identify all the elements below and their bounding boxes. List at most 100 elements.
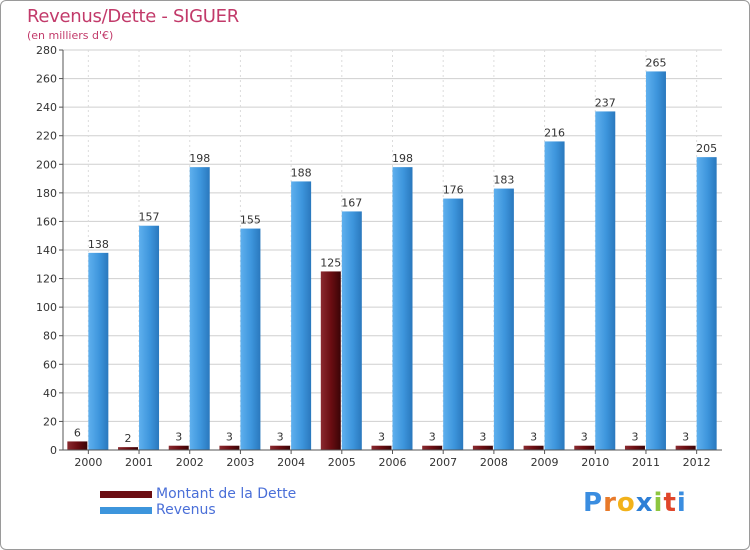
xtick-label-2010: 2010 (581, 456, 609, 469)
label-revenus-2003: 155 (240, 214, 261, 227)
chart-subtitle: (en milliers d'€) (27, 29, 114, 42)
ytick-label-80: 80 (43, 330, 57, 343)
label-revenus-2009: 216 (544, 126, 565, 139)
legend-swatch-debt (100, 490, 152, 498)
label-revenus-2011: 265 (645, 56, 666, 69)
label-revenus-2005: 167 (341, 196, 362, 209)
label-debt-2006: 3 (378, 431, 385, 444)
bar-revenus-2006 (392, 167, 413, 450)
bar-revenus-2004 (291, 181, 312, 450)
bars-layer (67, 71, 717, 451)
ytick-label-260: 260 (36, 73, 57, 86)
label-debt-2007: 3 (429, 431, 436, 444)
label-revenus-2006: 198 (392, 152, 413, 165)
bar-revenus-2008 (493, 188, 514, 451)
ytick-label-140: 140 (36, 244, 57, 257)
xtick-label-2006: 2006 (379, 456, 407, 469)
label-revenus-2000: 138 (88, 238, 109, 251)
xtick-label-2004: 2004 (277, 456, 305, 469)
xtick-label-2000: 2000 (74, 456, 102, 469)
xtick-label-2005: 2005 (328, 456, 356, 469)
xtick-label-2003: 2003 (226, 456, 254, 469)
bar-debt-2007 (422, 445, 443, 450)
legend-item-revenus: Revenus (100, 502, 296, 518)
logo-letter: P (583, 488, 604, 518)
label-debt-2005: 125 (320, 256, 341, 269)
bar-revenus-2009 (544, 141, 565, 450)
ytick-label-120: 120 (36, 273, 57, 286)
bar-revenus-2000 (88, 252, 109, 450)
xtick-label-2001: 2001 (125, 456, 153, 469)
bar-debt-2008 (472, 445, 493, 450)
bar-debt-2011 (624, 445, 645, 450)
logo-letter: i (653, 488, 664, 518)
label-debt-2004: 3 (277, 431, 284, 444)
xtick-label-2012: 2012 (683, 456, 711, 469)
ytick-label-100: 100 (36, 301, 57, 314)
xtick-label-2008: 2008 (480, 456, 508, 469)
label-revenus-2010: 237 (595, 96, 616, 109)
bar-debt-2010 (574, 445, 595, 450)
label-debt-2002: 3 (175, 431, 182, 444)
label-revenus-2002: 198 (189, 152, 210, 165)
xtick-label-2002: 2002 (176, 456, 204, 469)
label-revenus-2008: 183 (493, 174, 514, 187)
proxiti-logo: Proxiti (583, 488, 687, 518)
legend: Montant de la Dette Revenus (100, 486, 296, 518)
bar-revenus-2007 (443, 198, 464, 450)
ytick-label-0: 0 (50, 444, 57, 457)
bar-revenus-2001 (139, 225, 160, 450)
label-debt-2012: 3 (682, 431, 689, 444)
bar-debt-2005 (320, 271, 341, 450)
label-debt-2011: 3 (631, 431, 638, 444)
label-revenus-2001: 157 (139, 211, 160, 224)
legend-swatch-revenus (100, 506, 152, 514)
logo-letter: x (635, 488, 654, 518)
legend-label-debt: Montant de la Dette (156, 486, 297, 502)
ytick-label-280: 280 (36, 44, 57, 57)
ytick-label-160: 160 (36, 215, 57, 228)
ytick-label-220: 220 (36, 130, 57, 143)
bar-revenus-2005 (341, 211, 362, 450)
xtick-label-2007: 2007 (429, 456, 457, 469)
ytick-label-240: 240 (36, 101, 57, 114)
bar-debt-2004 (270, 445, 291, 450)
ytick-label-40: 40 (43, 387, 57, 400)
label-revenus-2004: 188 (291, 166, 312, 179)
logo-letter: o (616, 488, 636, 518)
labels-layer: 6 2 3 3 3 125 3 3 3 3 3 3 3 138 157 198 155 188 167 198 176 1… (74, 56, 717, 445)
bar-debt-2001 (118, 447, 139, 450)
ytick-label-180: 180 (36, 187, 57, 200)
logo-letter: t (663, 488, 677, 518)
bar-revenus-2002 (189, 167, 210, 450)
xtick-label-2009: 2009 (531, 456, 559, 469)
label-debt-2010: 3 (581, 431, 588, 444)
legend-item-debt: Montant de la Dette (100, 486, 296, 502)
bar-revenus-2010 (595, 111, 616, 450)
bar-debt-2006 (371, 445, 392, 450)
legend-label-revenus: Revenus (156, 502, 216, 518)
bar-debt-2009 (523, 445, 544, 450)
axis-layer: 0 20 40 60 80 100 120 140 160 180 200 220 240 260 280 2… (36, 44, 722, 469)
label-revenus-2012: 205 (696, 142, 717, 155)
bar-revenus-2012 (696, 157, 717, 450)
bar-debt-2003 (219, 445, 240, 450)
logo-letter: r (603, 488, 617, 518)
logo-letter: i (676, 488, 687, 518)
bar-debt-2002 (168, 445, 189, 450)
label-revenus-2007: 176 (443, 184, 464, 197)
label-debt-2000: 6 (74, 426, 81, 439)
xtick-label-2011: 2011 (632, 456, 660, 469)
label-debt-2009: 3 (530, 431, 537, 444)
bar-revenus-2011 (645, 71, 666, 450)
ytick-label-200: 200 (36, 158, 57, 171)
bar-debt-2000 (67, 441, 88, 450)
chart-title: Revenus/Dette - SIGUER (27, 6, 239, 27)
label-debt-2003: 3 (226, 431, 233, 444)
bar-debt-2012 (675, 445, 696, 450)
ytick-label-60: 60 (43, 358, 57, 371)
bar-revenus-2003 (240, 228, 261, 450)
ytick-label-20: 20 (43, 415, 57, 428)
label-debt-2001: 2 (125, 432, 132, 445)
